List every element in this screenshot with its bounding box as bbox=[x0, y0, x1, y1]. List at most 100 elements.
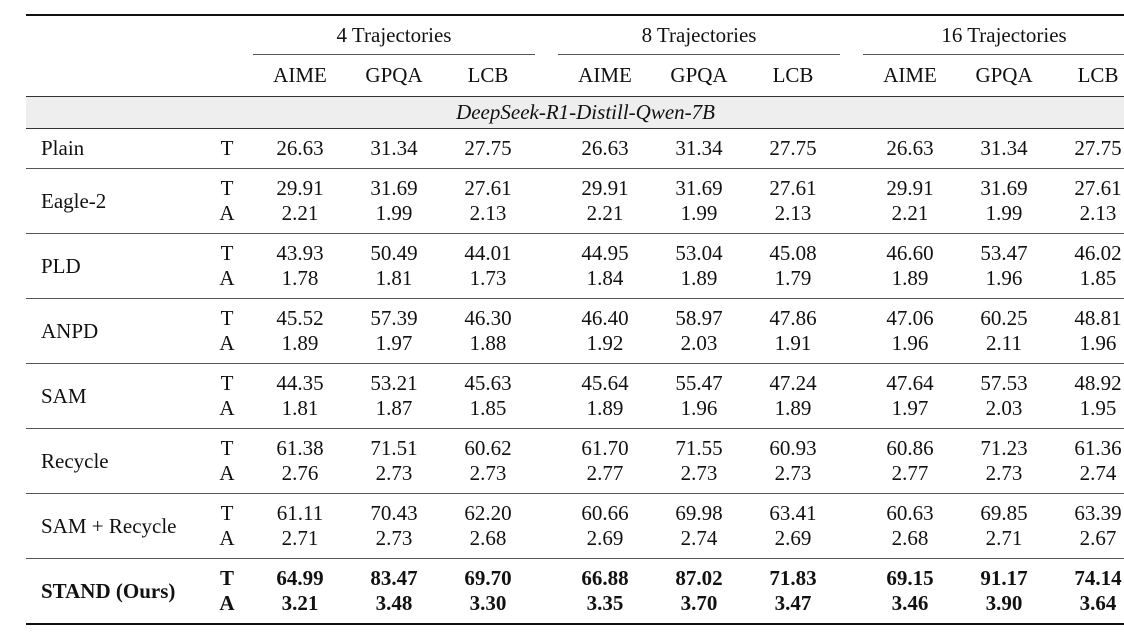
cell-value: 27.75 bbox=[1074, 136, 1122, 160]
cell-value: 3.30 bbox=[469, 591, 507, 615]
cell-value: 2.77 bbox=[891, 461, 929, 485]
cell-value: 53.21 bbox=[370, 371, 418, 395]
cell-value: 1.89 bbox=[774, 396, 812, 420]
cell-value: 2.13 bbox=[1079, 201, 1117, 225]
value-cell: 63.41 2.69 bbox=[746, 493, 841, 559]
cell-value: 57.39 bbox=[370, 306, 418, 330]
cell-value: 61.11 bbox=[276, 501, 324, 525]
metric-label: T bbox=[220, 241, 234, 265]
cell-value: 55.47 bbox=[675, 371, 723, 395]
cell-value: 60.93 bbox=[769, 436, 817, 460]
cell-value: 1.99 bbox=[680, 201, 718, 225]
value-cell: 47.24 1.89 bbox=[746, 363, 841, 429]
value-cell: 27.61 2.13 bbox=[746, 168, 841, 234]
cell-value: 3.90 bbox=[985, 591, 1023, 615]
cell-value: 3.35 bbox=[586, 591, 624, 615]
cell-value: 1.79 bbox=[774, 266, 812, 290]
metric-label: T bbox=[220, 436, 234, 460]
cell-value: 29.91 bbox=[276, 176, 324, 200]
value-cell: 71.23 2.73 bbox=[957, 428, 1052, 494]
cell-value: 1.81 bbox=[375, 266, 413, 290]
cell-value: 2.77 bbox=[586, 461, 624, 485]
cell-value: 57.53 bbox=[980, 371, 1028, 395]
cell-value: 47.64 bbox=[886, 371, 934, 395]
column-gap bbox=[840, 233, 864, 299]
cell-value: 45.63 bbox=[464, 371, 512, 395]
cell-value: 1.84 bbox=[586, 266, 624, 290]
value-cell: 29.91 2.21 bbox=[863, 168, 958, 234]
metric-label: A bbox=[219, 461, 235, 485]
metric-label: A bbox=[219, 266, 235, 290]
value-cell: 61.36 2.74 bbox=[1051, 428, 1124, 494]
value-cell: 61.70 2.77 bbox=[558, 428, 653, 494]
cell-value: 1.85 bbox=[469, 396, 507, 420]
column-gap bbox=[535, 233, 559, 299]
value-cell: 47.06 1.96 bbox=[863, 298, 958, 364]
value-cell: 48.92 1.95 bbox=[1051, 363, 1124, 429]
metric-label: A bbox=[219, 526, 235, 550]
column-gap bbox=[840, 558, 864, 625]
cell-value: 3.48 bbox=[375, 591, 413, 615]
value-cell: 66.88 3.35 bbox=[558, 558, 653, 625]
metric-labels: T bbox=[201, 128, 253, 169]
value-cell: 60.93 2.73 bbox=[746, 428, 841, 494]
header-row-groups: 4 Trajectories 8 Trajectories 16 Traject… bbox=[26, 14, 1124, 55]
cell-value: 69.98 bbox=[675, 501, 723, 525]
cell-value: 2.13 bbox=[774, 201, 812, 225]
metric-label: A bbox=[219, 201, 235, 225]
cell-value: 1.88 bbox=[469, 331, 507, 355]
group-header-4-trajectories: 4 Trajectories bbox=[253, 14, 536, 55]
cell-value: 1.96 bbox=[680, 396, 718, 420]
cell-value: 60.66 bbox=[581, 501, 629, 525]
cell-value: 1.85 bbox=[1079, 266, 1117, 290]
metric-label: T bbox=[220, 306, 234, 330]
cell-value: 2.73 bbox=[375, 461, 413, 485]
results-table: 4 Trajectories 8 Trajectories 16 Traject… bbox=[26, 14, 1124, 625]
value-cell: 55.47 1.96 bbox=[652, 363, 747, 429]
value-cell: 53.47 1.96 bbox=[957, 233, 1052, 299]
value-cell: 53.04 1.89 bbox=[652, 233, 747, 299]
value-cell: 31.34 bbox=[957, 128, 1052, 169]
cell-value: 1.99 bbox=[985, 201, 1023, 225]
column-gap bbox=[840, 298, 864, 364]
value-cell: 60.86 2.77 bbox=[863, 428, 958, 494]
cell-value: 43.93 bbox=[276, 241, 324, 265]
cell-value: 44.35 bbox=[276, 371, 324, 395]
value-cell: 46.30 1.88 bbox=[441, 298, 536, 364]
cell-value: 2.03 bbox=[680, 331, 718, 355]
cell-value: 2.74 bbox=[680, 526, 718, 550]
value-cell: 43.93 1.78 bbox=[253, 233, 347, 299]
cell-value: 2.69 bbox=[774, 526, 812, 550]
cell-value: 61.38 bbox=[276, 436, 324, 460]
value-cell: 57.53 2.03 bbox=[957, 363, 1052, 429]
cell-value: 47.24 bbox=[769, 371, 817, 395]
cell-value: 2.13 bbox=[469, 201, 507, 225]
cell-value: 1.89 bbox=[281, 331, 319, 355]
group-header-16-trajectories: 16 Trajectories bbox=[863, 14, 1124, 55]
column-header: AIME bbox=[883, 63, 937, 87]
cell-value: 3.21 bbox=[281, 591, 319, 615]
cell-value: 1.91 bbox=[774, 331, 812, 355]
cell-value: 60.62 bbox=[464, 436, 512, 460]
column-gap bbox=[535, 128, 559, 169]
value-cell: 69.70 3.30 bbox=[441, 558, 536, 625]
model-row: DeepSeek-R1-Distill-Qwen-7B bbox=[26, 96, 1124, 129]
value-cell: 45.52 1.89 bbox=[253, 298, 347, 364]
value-cell: 60.63 2.68 bbox=[863, 493, 958, 559]
table-row: SAM + Recycle T A 61.11 2.71 70.43 2.73 62.20 2.… bbox=[26, 493, 1124, 559]
cell-value: 60.86 bbox=[886, 436, 934, 460]
column-gap bbox=[535, 363, 559, 429]
value-cell: 60.62 2.73 bbox=[441, 428, 536, 494]
cell-value: 46.30 bbox=[464, 306, 512, 330]
method-name: ANPD bbox=[26, 298, 201, 364]
value-cell: 31.69 1.99 bbox=[347, 168, 441, 234]
metric-label: A bbox=[219, 331, 235, 355]
cell-value: 31.69 bbox=[675, 176, 723, 200]
value-cell: 27.75 bbox=[1051, 128, 1124, 169]
value-cell: 29.91 2.21 bbox=[253, 168, 347, 234]
model-name: DeepSeek-R1-Distill-Qwen-7B bbox=[26, 96, 1124, 129]
cell-value: 45.52 bbox=[276, 306, 324, 330]
cell-value: 31.34 bbox=[675, 136, 723, 160]
cell-value: 31.69 bbox=[980, 176, 1028, 200]
